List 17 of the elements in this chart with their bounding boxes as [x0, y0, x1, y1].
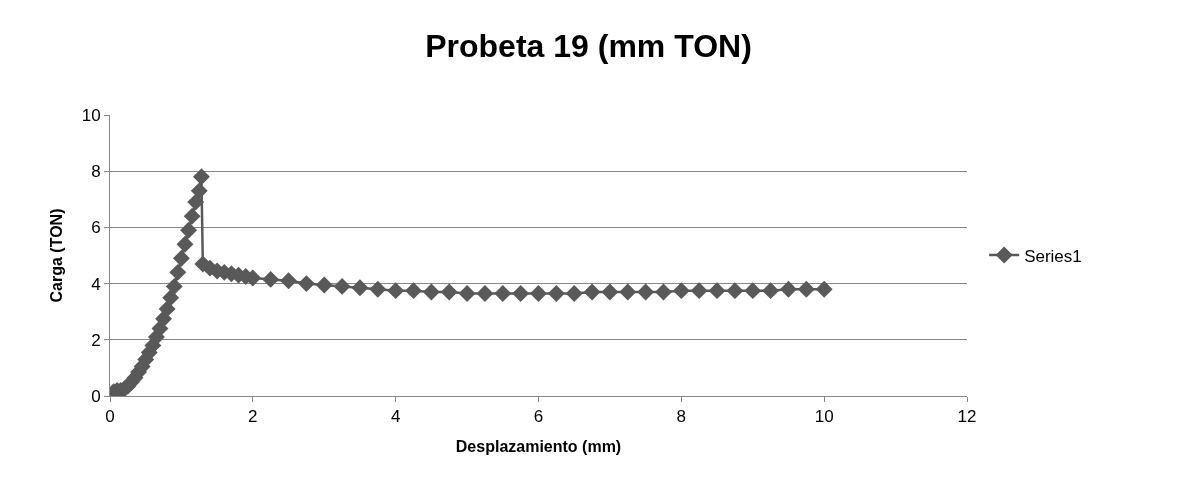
y-tick-label: 10: [81, 105, 101, 125]
y-axis-title: Carga (TON): [47, 208, 65, 303]
x-tick-label: 0: [105, 407, 115, 427]
x-tick-label: 2: [248, 407, 258, 427]
chart-title: Probeta 19 (mm TON): [425, 27, 752, 64]
x-tick-label: 10: [814, 407, 834, 427]
x-tick-label: 8: [676, 407, 687, 427]
y-tick-label: 0: [91, 386, 101, 406]
legend-label: Series1: [1024, 246, 1082, 266]
y-tick-label: 4: [91, 274, 101, 294]
x-tick-label: 6: [533, 407, 544, 427]
y-tick-label: 8: [91, 162, 101, 182]
x-tick-label: 4: [390, 407, 401, 427]
x-axis-title: Desplazamiento (mm): [455, 438, 622, 456]
y-tick-label: 2: [91, 330, 101, 350]
x-tick-label: 12: [957, 407, 977, 427]
y-tick-label: 6: [91, 218, 101, 238]
